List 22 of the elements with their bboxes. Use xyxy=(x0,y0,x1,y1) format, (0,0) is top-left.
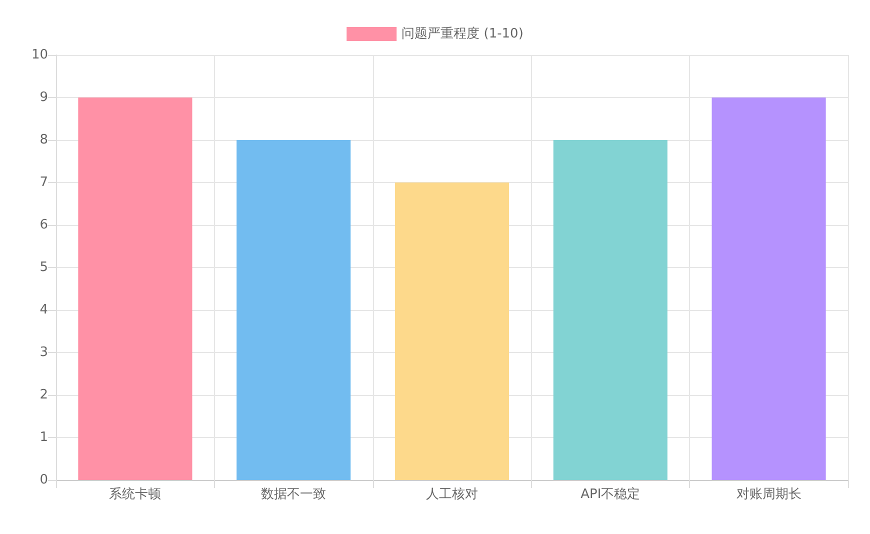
x-tick-label: 数据不一致 xyxy=(261,487,326,502)
y-tick-label: 10 xyxy=(31,48,48,62)
legend-label: 问题严重程度 (1-10) xyxy=(402,26,524,42)
y-tick-label: 1 xyxy=(40,430,48,445)
bar xyxy=(236,140,351,480)
y-tick-label: 7 xyxy=(40,175,48,190)
y-tick-label: 8 xyxy=(40,132,48,148)
x-tick-label: 对账周期长 xyxy=(736,487,802,502)
y-tick-label: 9 xyxy=(40,90,48,105)
x-tick-label: API不稳定 xyxy=(580,487,640,502)
bar xyxy=(553,140,668,480)
y-tick-label: 5 xyxy=(40,260,48,275)
y-tick-label: 6 xyxy=(40,218,48,232)
bar xyxy=(394,182,510,480)
x-tick-label: 人工核对 xyxy=(426,487,478,502)
bar xyxy=(712,98,826,480)
y-tick-label: 2 xyxy=(40,388,48,402)
y-tick-label: 0 xyxy=(40,472,48,488)
y-tick-label: 3 xyxy=(40,345,48,360)
bar xyxy=(78,98,192,480)
y-tick-label: 4 xyxy=(40,302,48,318)
x-tick-label: 系统卡顿 xyxy=(109,487,162,502)
